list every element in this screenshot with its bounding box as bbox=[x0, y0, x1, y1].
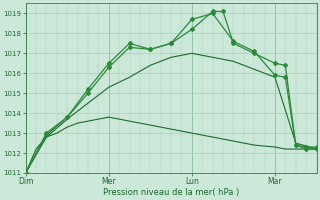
X-axis label: Pression niveau de la mer( hPa ): Pression niveau de la mer( hPa ) bbox=[103, 188, 239, 197]
